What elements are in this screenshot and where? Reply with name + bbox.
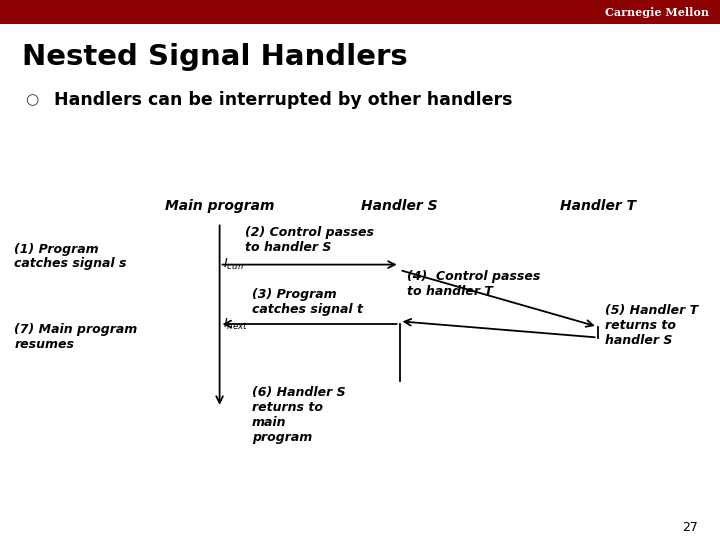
Text: $I_{curr}$: $I_{curr}$ — [223, 257, 247, 272]
Text: (4)  Control passes
to handler T: (4) Control passes to handler T — [407, 270, 540, 298]
Text: (5) Handler T
returns to
handler S: (5) Handler T returns to handler S — [605, 304, 698, 347]
Text: (3) Program
catches signal t: (3) Program catches signal t — [252, 288, 363, 316]
Text: 27: 27 — [683, 521, 698, 534]
Text: (1) Program
catches signal s: (1) Program catches signal s — [14, 242, 127, 271]
Text: $I_{next}$: $I_{next}$ — [223, 316, 248, 332]
Text: (2) Control passes
to handler S: (2) Control passes to handler S — [245, 226, 374, 254]
Text: Nested Signal Handlers: Nested Signal Handlers — [22, 43, 408, 71]
Text: Main program: Main program — [165, 199, 274, 213]
Text: Handlers can be interrupted by other handlers: Handlers can be interrupted by other han… — [54, 91, 513, 109]
Text: ○: ○ — [25, 92, 38, 107]
Text: Handler S: Handler S — [361, 199, 438, 213]
Text: (7) Main program
resumes: (7) Main program resumes — [14, 323, 138, 352]
Text: Carnegie Mellon: Carnegie Mellon — [606, 6, 709, 18]
Bar — [0, 0, 720, 24]
Text: (6) Handler S
returns to
main
program: (6) Handler S returns to main program — [252, 386, 346, 444]
Text: Handler T: Handler T — [559, 199, 636, 213]
